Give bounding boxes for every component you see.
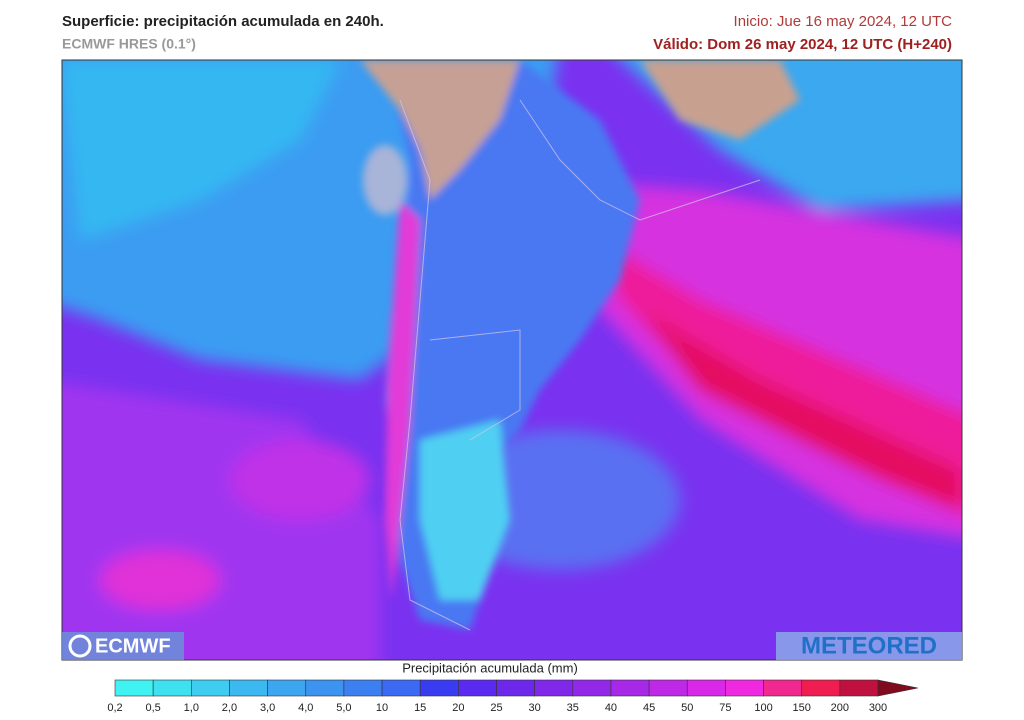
colorbar-swatch — [610, 679, 650, 697]
colorbar-label: 0,2 — [107, 702, 122, 714]
colorbar-swatch — [725, 679, 764, 697]
colorbar-label: 2,0 — [222, 702, 237, 714]
colorbar-swatch — [763, 679, 802, 697]
colorbar-label: 25 — [490, 702, 502, 714]
colorbar-label: 5,0 — [336, 702, 351, 714]
colorbar-label: 15 — [414, 702, 426, 714]
colorbar-swatch — [496, 679, 535, 697]
title: Superficie: precipitación acumulada en 2… — [62, 13, 384, 30]
colorbar-swatch — [267, 679, 307, 697]
colorbar-label: 200 — [831, 702, 849, 714]
colorbar-swatch — [229, 679, 268, 697]
colorbar-label: 1,0 — [184, 702, 199, 714]
colorbar-label: 45 — [643, 702, 655, 714]
map-frame — [61, 59, 963, 661]
colorbar-swatch — [648, 679, 688, 697]
colorbar-label: 75 — [719, 702, 731, 714]
colorbar-swatch — [381, 679, 421, 697]
colorbar-label: 100 — [754, 702, 772, 714]
colorbar-swatch — [114, 679, 154, 697]
colorbar-label: 150 — [793, 702, 811, 714]
legend-title: Precipitación acumulada (mm) — [402, 660, 578, 675]
precipitation-map — [62, 60, 962, 660]
colorbar-label: 300 — [869, 702, 887, 714]
colorbar-label: 0,5 — [146, 702, 161, 714]
colorbar-swatch — [839, 679, 879, 697]
subtitle: ECMWF HRES (0.1°) — [62, 36, 196, 52]
colorbar-label: 20 — [452, 702, 464, 714]
colorbar-swatch — [458, 679, 497, 697]
meteored-logo: METEORED — [801, 632, 937, 659]
colorbar-swatch — [419, 679, 459, 697]
colorbar-swatch — [572, 679, 612, 697]
colorbar-label: 3,0 — [260, 702, 275, 714]
colorbar-label: 10 — [376, 702, 388, 714]
colorbar-label: 35 — [567, 702, 579, 714]
valid-time: Válido: Dom 26 may 2024, 12 UTC (H+240) — [653, 36, 952, 53]
colorbar-swatch — [152, 679, 192, 697]
colorbar-swatch — [801, 679, 841, 697]
colorbar-label: 40 — [605, 702, 617, 714]
colorbar: 0,2 0,5 1,0 2,0 3,0 4,0 5,0 10 15 20 25 30 35 40 45 50 7… — [107, 679, 919, 714]
meteored-logo-bg — [776, 632, 962, 660]
colorbar-label: 30 — [529, 702, 541, 714]
colorbar-swatch — [191, 679, 230, 697]
colorbar-label: 4,0 — [298, 702, 313, 714]
colorbar-swatch — [686, 679, 726, 697]
colorbar-swatch — [305, 679, 345, 697]
colorbar-arrow — [877, 679, 919, 697]
colorbar-swatch — [343, 679, 383, 697]
ecmwf-icon — [68, 634, 92, 658]
colorbar-label: 50 — [681, 702, 693, 714]
ecmwf-logo: ECMWF — [95, 635, 171, 657]
init-time: Inicio: Jue 16 may 2024, 12 UTC — [734, 13, 953, 30]
colorbar-swatch — [534, 679, 574, 697]
